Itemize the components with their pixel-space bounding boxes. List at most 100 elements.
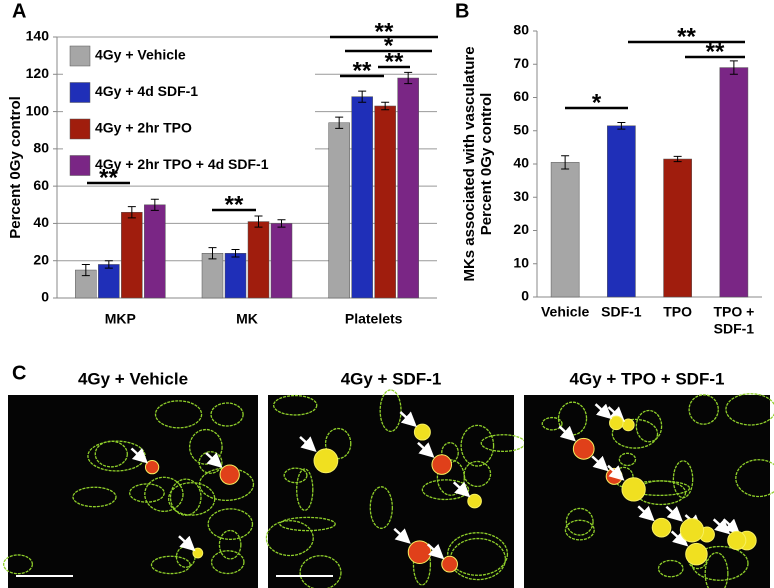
vessel xyxy=(463,460,492,488)
bar xyxy=(201,253,224,299)
panel-label: C xyxy=(12,362,26,384)
y-tick-label: 50 xyxy=(513,121,529,137)
arrow xyxy=(130,447,149,464)
significance-stars: ** xyxy=(225,191,244,218)
vessel xyxy=(379,389,402,433)
legend-swatch xyxy=(69,82,91,103)
error-bar xyxy=(404,71,413,85)
y-tick-label: 100 xyxy=(26,102,50,118)
x-tick-label: SDF-1 xyxy=(601,304,642,320)
y-tick-label: 70 xyxy=(513,55,529,71)
y-tick-label: 10 xyxy=(513,254,529,270)
legend-label: 4Gy + 2hr TPO + 4d SDF-1 xyxy=(95,156,269,172)
bar xyxy=(98,264,120,299)
vessel xyxy=(447,532,509,576)
arrow xyxy=(393,527,411,544)
vessel xyxy=(210,550,245,575)
x-tick-label: TPO + xyxy=(713,304,754,320)
arrow xyxy=(399,411,417,428)
y-tick-label: 40 xyxy=(513,155,529,171)
y-axis-title: Percent 0Gy control xyxy=(478,93,495,236)
significance-stars: ** xyxy=(677,23,696,50)
x-tick-label: MK xyxy=(236,311,258,327)
bar xyxy=(144,204,166,299)
vessel xyxy=(704,552,729,588)
vessel xyxy=(72,486,117,508)
vessel xyxy=(688,394,719,425)
x-tick-label: SDF-1 xyxy=(714,321,755,337)
vessel xyxy=(449,537,507,581)
bar xyxy=(121,211,143,299)
error-bar xyxy=(231,249,240,258)
significance-stars: * xyxy=(592,89,602,116)
error-bar xyxy=(104,260,113,269)
megakaryocyte xyxy=(192,547,204,559)
megakaryocyte xyxy=(144,460,160,475)
vessel xyxy=(150,555,191,575)
y-axis-title: Percent 0Gy control xyxy=(7,96,24,239)
error-bar xyxy=(277,219,286,228)
legend-label: 4Gy + Vehicle xyxy=(95,47,186,63)
bar xyxy=(374,105,396,299)
megakaryocyte xyxy=(679,518,705,543)
y-tick-label: 140 xyxy=(26,28,50,44)
y-tick-label: 0 xyxy=(521,288,529,304)
vessel xyxy=(672,460,694,499)
y-tick-label: 20 xyxy=(513,221,529,237)
arrow xyxy=(205,452,223,469)
error-bar xyxy=(208,247,217,260)
vessel xyxy=(188,428,223,465)
arrow xyxy=(665,505,683,522)
significance-stars: ** xyxy=(353,57,372,84)
vessel xyxy=(265,520,314,557)
x-tick-label: Platelets xyxy=(345,311,403,327)
significance-stars: * xyxy=(384,32,394,59)
megakaryocyte xyxy=(727,530,747,551)
arrow xyxy=(452,481,471,498)
megakaryocyte xyxy=(441,555,458,573)
x-tick-label: Vehicle xyxy=(541,304,589,320)
bar xyxy=(328,122,350,299)
megakaryocyte xyxy=(685,542,708,566)
y-tick-label: 60 xyxy=(513,88,529,104)
error-bar xyxy=(729,60,738,75)
vessel xyxy=(296,468,314,511)
error-bar xyxy=(673,155,682,163)
y-tick-label: 20 xyxy=(33,251,49,267)
bar xyxy=(550,162,580,298)
legend-swatch xyxy=(69,155,91,176)
megakaryocyte xyxy=(413,423,431,441)
vessel xyxy=(635,409,663,443)
vessel xyxy=(154,400,203,429)
vessel xyxy=(94,440,128,468)
y-tick-label: 120 xyxy=(26,65,50,81)
arrow xyxy=(299,436,317,452)
bar xyxy=(224,253,247,299)
vessel xyxy=(691,545,749,581)
y-axis-title: MKs associated with vasculature xyxy=(461,46,478,281)
significance-stars: ** xyxy=(375,18,394,45)
arrow xyxy=(594,403,613,420)
panel-label: B xyxy=(455,0,469,22)
bar xyxy=(351,96,373,299)
y-tick-label: 40 xyxy=(33,214,49,230)
bar xyxy=(719,67,749,298)
y-tick-label: 0 xyxy=(41,289,49,305)
image-title: 4Gy + TPO + SDF-1 xyxy=(570,369,725,388)
arrow xyxy=(178,535,196,552)
megakaryocyte xyxy=(621,477,646,502)
legend-swatch xyxy=(69,118,91,140)
error-bar xyxy=(81,263,90,277)
legend-box xyxy=(63,38,315,180)
micrograph xyxy=(268,395,514,588)
vessel xyxy=(557,401,588,436)
arrow xyxy=(670,530,689,547)
x-tick-label: TPO xyxy=(663,304,692,320)
y-tick-label: 60 xyxy=(33,177,49,193)
megakaryocyte xyxy=(219,464,240,485)
bar xyxy=(663,158,692,298)
vessel xyxy=(611,418,659,449)
micrograph xyxy=(524,395,770,588)
y-label: MKs associated with vasculature Percent 0… xyxy=(461,46,495,281)
